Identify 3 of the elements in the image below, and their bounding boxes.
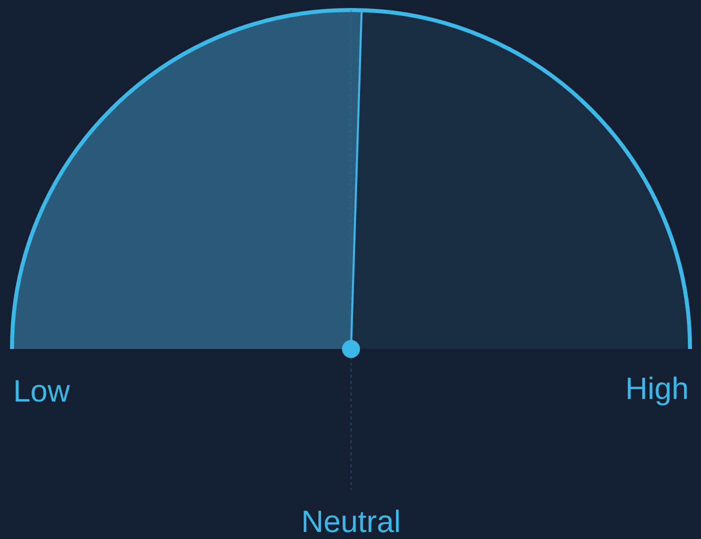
text: Neutral — [304, 510, 399, 532]
text: High — [628, 376, 687, 406]
text: Low — [16, 380, 70, 402]
